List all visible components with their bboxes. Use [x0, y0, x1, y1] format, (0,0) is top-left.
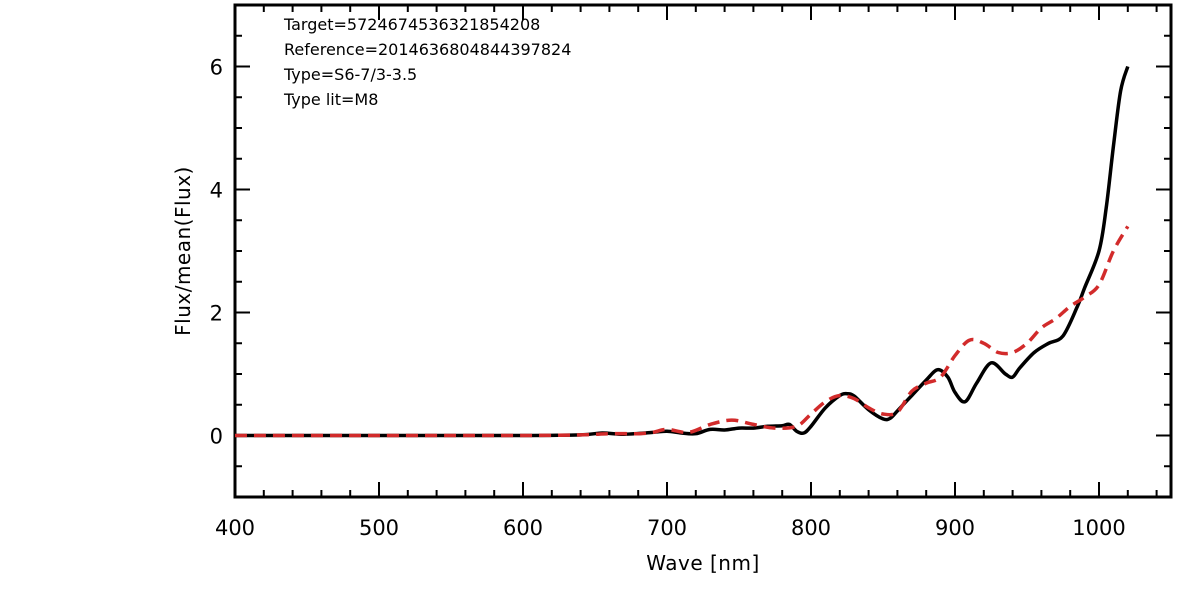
annotation-type: Type=S6-7/3-3.5 [283, 65, 417, 84]
annotation-reference: Reference=2014636804844397824 [284, 40, 571, 59]
annotation-block: Target=5724674536321854208 Reference=201… [283, 15, 571, 109]
x-tick-label: 900 [935, 516, 975, 540]
target-spectrum-line [234, 65, 1130, 438]
y-tick-label: 2 [210, 302, 223, 326]
x-tick-label: 1000 [1072, 516, 1125, 540]
x-tick-label: 600 [503, 516, 543, 540]
series-layer [234, 65, 1130, 438]
y-axis-title: Flux/mean(Flux) [171, 166, 195, 336]
annotation-type-lit: Type lit=M8 [283, 90, 378, 109]
annotation-target: Target=5724674536321854208 [283, 15, 540, 34]
x-tick-label: 800 [791, 516, 831, 540]
x-tick-label: 500 [359, 516, 399, 540]
x-tick-label: 400 [215, 516, 255, 540]
y-tick-label: 0 [210, 425, 223, 449]
y-tick-label: 6 [210, 56, 223, 80]
x-tick-labels: 400 500 600 700 800 900 1000 [215, 516, 1126, 540]
reference-spectrum-line [234, 225, 1130, 438]
major-ticks [234, 5, 1171, 497]
x-tick-label: 700 [647, 516, 687, 540]
y-tick-labels: 0 2 4 6 [210, 56, 223, 449]
x-axis-title: Wave [nm] [646, 551, 760, 575]
y-tick-label: 4 [210, 179, 223, 203]
